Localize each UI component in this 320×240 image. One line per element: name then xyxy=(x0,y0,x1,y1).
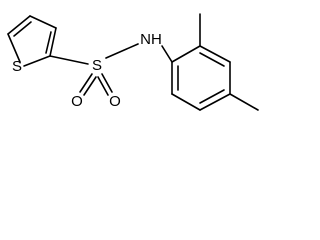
atom-label: S xyxy=(92,57,102,74)
bonds xyxy=(7,13,259,111)
molecule: S S O O NH xyxy=(7,13,259,111)
atom-label: O xyxy=(109,93,121,110)
atom-label: S xyxy=(12,58,22,75)
atom-label: NH xyxy=(140,31,162,48)
atom-label: O xyxy=(71,93,83,110)
page: S S O O NH (() => { const data = JSON.pa… xyxy=(7,13,259,111)
